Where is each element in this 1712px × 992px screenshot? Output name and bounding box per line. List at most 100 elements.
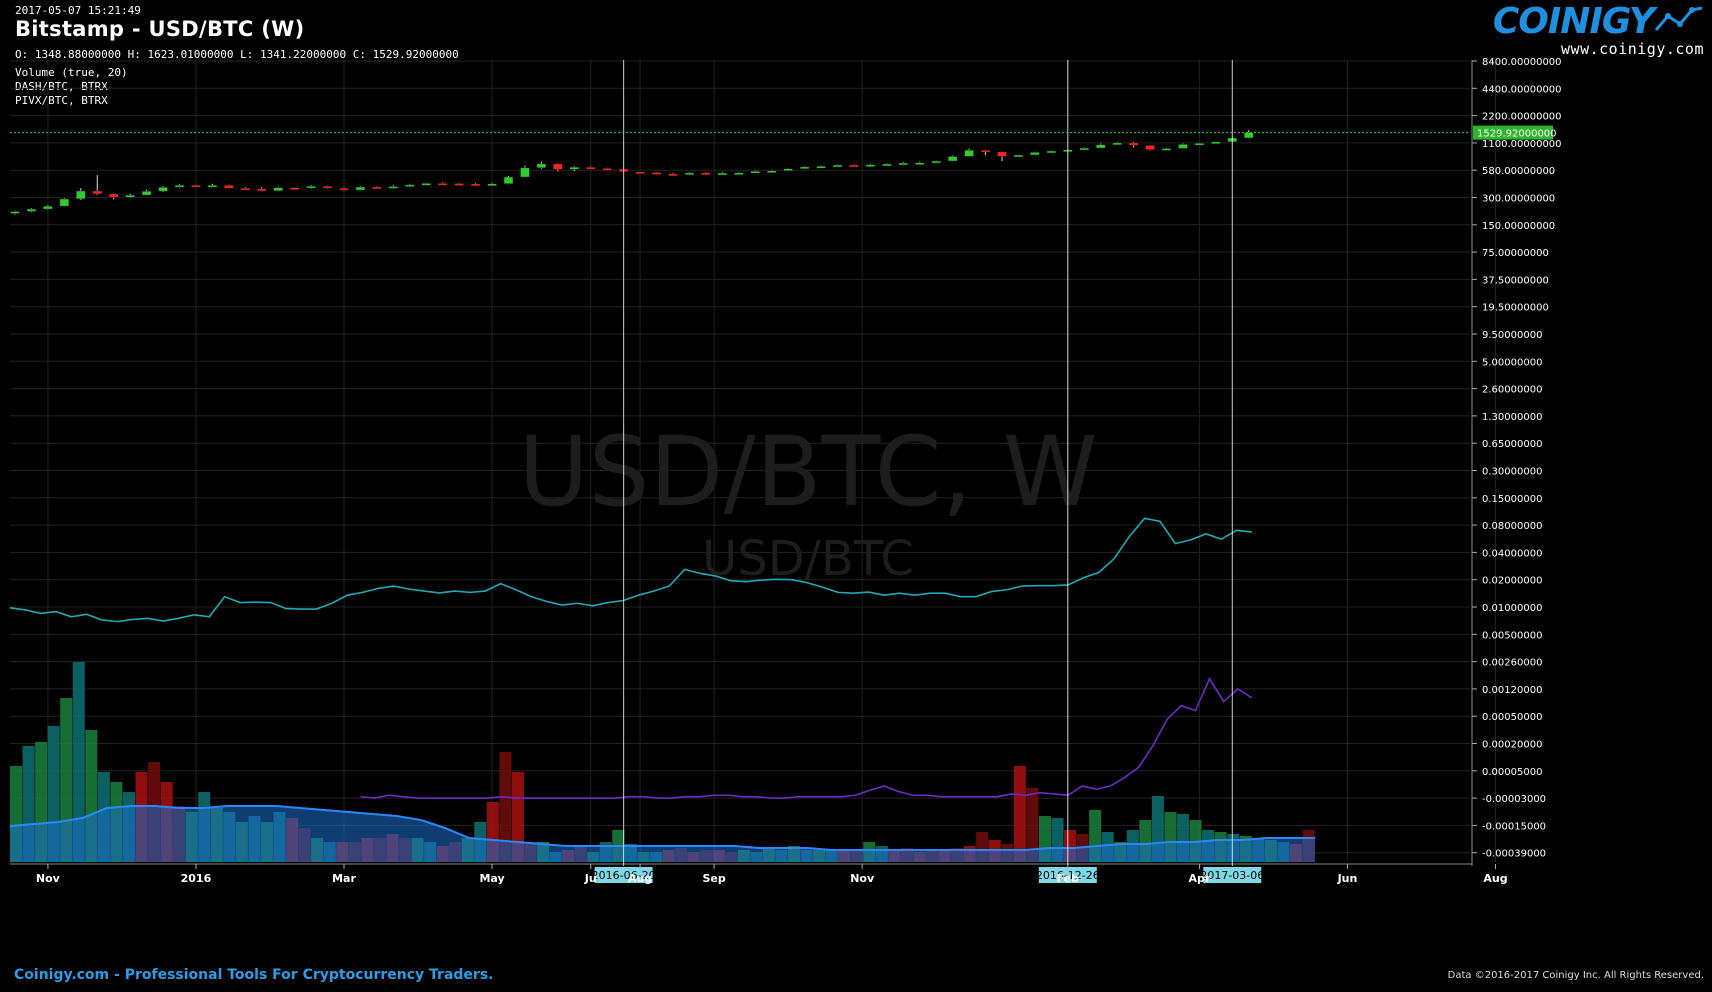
y-tick-label: -0.00039000 (1482, 849, 1546, 860)
candle-body (339, 187, 349, 191)
x-tick-label: 2016 (181, 872, 212, 885)
y-tick-label: 0.30000000 (1482, 467, 1542, 478)
candle-body (947, 156, 958, 162)
y-tick-label: -0.00015000 (1482, 821, 1546, 832)
footer-copyright: Data ©2016-2017 Coinigy Inc. All Rights … (1447, 970, 1704, 981)
candle-body (816, 165, 826, 169)
y-tick-label: 2200.00000000 (1482, 112, 1562, 123)
candle-body (405, 184, 415, 187)
y-tick-label: 1.30000000 (1482, 412, 1542, 423)
ohlc-readout: O: 1348.88000000 H: 1623.01000000 L: 134… (15, 48, 459, 61)
candle-body (1112, 142, 1122, 146)
candle-body (306, 185, 316, 189)
candle-body (1095, 144, 1106, 149)
candle-body (158, 186, 168, 192)
candle-body (191, 184, 201, 188)
candle-body (92, 190, 102, 195)
y-tick-label: 150.00000000 (1482, 221, 1555, 232)
candle-body (1013, 154, 1024, 158)
y-tick-label: 19.50000000 (1482, 303, 1549, 314)
date-marker-box (1038, 867, 1097, 883)
candle-body (355, 186, 366, 191)
volume-ma-area (9, 805, 1315, 862)
candle-body (1194, 142, 1205, 146)
volume-bar (499, 752, 512, 862)
candle-body (832, 164, 843, 168)
candle-body (915, 162, 925, 165)
candle-body (437, 183, 448, 186)
candle-body (503, 176, 514, 185)
footer-tagline[interactable]: Coinigy.com - Professional Tools For Cry… (14, 967, 494, 983)
y-tick-label: 9.50000000 (1482, 330, 1542, 341)
candle-body (799, 166, 810, 170)
candle-body (849, 164, 859, 168)
candle-body (717, 172, 728, 176)
y-tick-label: 0.65000000 (1482, 439, 1542, 450)
candle-body (257, 188, 267, 192)
y-axis: 8400.00000000 4400.00000000 2200.00000000 1… (1472, 57, 1562, 860)
candle-body (586, 166, 596, 170)
y-tick-label: 37.50000000 (1482, 275, 1549, 286)
x-tick-label: Mar (332, 872, 356, 885)
candle-body (289, 187, 300, 190)
candle-body (964, 149, 974, 157)
candle-body (59, 198, 70, 207)
y-tick-label: 580.00000000 (1482, 166, 1555, 177)
candle-body (750, 171, 760, 174)
x-tick-label: Apr (1188, 872, 1210, 885)
candle-body (931, 160, 941, 164)
timestamp: 2017-05-07 15:21:49 (15, 4, 141, 17)
y-tick-label: 0.08000000 (1482, 521, 1542, 532)
candle-body (372, 186, 382, 190)
y-tick-label: 0.00050000 (1482, 712, 1542, 723)
candle-body (865, 164, 876, 167)
volume-bar (1013, 766, 1026, 862)
candle-body (10, 211, 20, 214)
date-marker-box (1203, 867, 1262, 883)
indicator-dash-label[interactable]: DASH/BTC, BTRX (15, 80, 108, 93)
dash-btc-line (9, 517, 1253, 623)
indicator-volume-label[interactable]: Volume (true, 20) (15, 66, 128, 79)
candle-body (470, 183, 481, 187)
x-tick-label: Ju (584, 872, 597, 885)
watermark-sub: USD/BTC (702, 531, 914, 587)
y-tick-label: 0.00005000 (1482, 767, 1542, 778)
candle-body (388, 186, 399, 189)
last-price-box (1473, 125, 1553, 140)
y-tick-label: 0.15000000 (1482, 494, 1542, 505)
candle-body (602, 168, 612, 171)
candle-body (1161, 148, 1172, 151)
candle-body (1244, 132, 1254, 139)
last-price-marker: 1529.92000000 (10, 125, 1557, 140)
candle-body (1030, 152, 1040, 156)
y-tick-label: 0.00500000 (1482, 630, 1542, 641)
candle-body (520, 167, 530, 178)
candle-body (125, 194, 135, 198)
indicator-pivx-label[interactable]: PIVX/BTC, BTRX (15, 94, 108, 107)
date-marker-box (594, 867, 653, 883)
candle-body (1046, 150, 1057, 154)
candle-body (174, 184, 185, 188)
dash-series (9, 517, 1253, 623)
coinigy-logo[interactable]: COINIGY www.coinigy.com (1493, 2, 1704, 59)
x-tick-label: Jun (1337, 872, 1358, 885)
candle-body (207, 184, 218, 188)
volume-bar (1026, 788, 1039, 862)
x-tick-label: May (479, 872, 504, 885)
y-tick-label: 5.00000000 (1482, 357, 1542, 368)
pivx-series (360, 677, 1253, 799)
y-tick-label: 0.00260000 (1482, 658, 1542, 669)
date-marker-label: 2017-03-06 (1200, 869, 1264, 882)
last-price-label: 1529.92000000 (1477, 129, 1557, 140)
date-markers: 2016-06-20 2016-12-26 2017-03-06 (592, 60, 1264, 883)
candle-body (898, 162, 909, 166)
x-tick-label: Feb (1057, 872, 1080, 885)
candle-body (997, 151, 1007, 157)
candle-body (635, 171, 645, 175)
candle-body (766, 170, 777, 173)
y-tick-label: 0.01000000 (1482, 603, 1542, 614)
candle-body (536, 163, 547, 169)
chart-title: Bitstamp - USD/BTC (W) (15, 17, 305, 41)
candle-body (980, 149, 991, 153)
